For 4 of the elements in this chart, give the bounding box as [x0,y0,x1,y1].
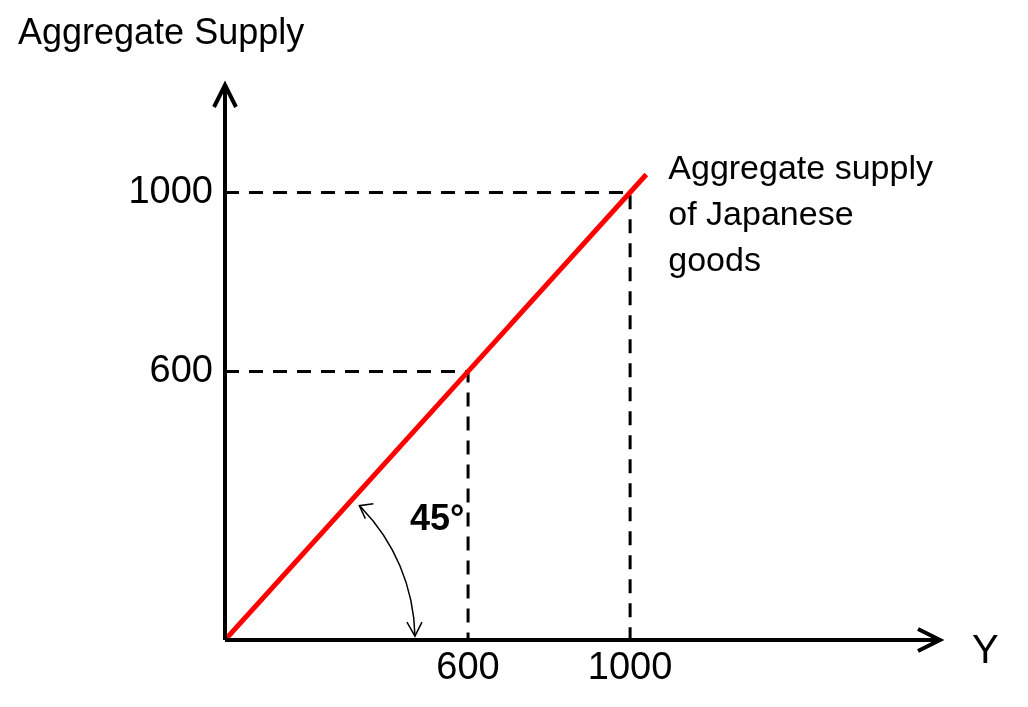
annotation: 45° [410,496,465,538]
x-axis-title: Y [972,627,999,672]
y-axis-title: Aggregate Supply [18,10,305,52]
series-label: Aggregate supply of Japanese goods [668,147,933,278]
